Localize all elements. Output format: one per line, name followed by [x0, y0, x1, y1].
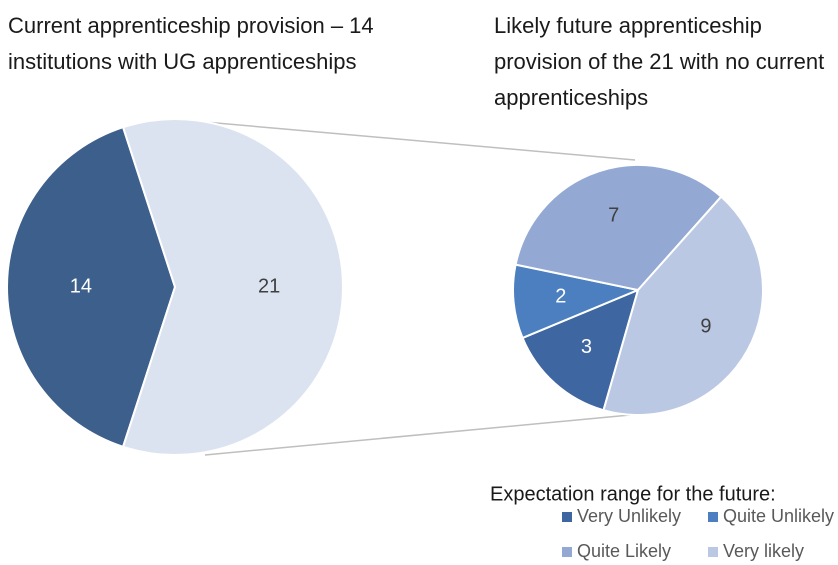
data-label: 14: [70, 275, 92, 297]
legend-label: Very likely: [723, 541, 804, 561]
right-pie-title: Likely future apprenticeship provision o…: [494, 13, 825, 110]
legend-marker: [562, 512, 572, 522]
pie-slice: [602, 195, 764, 416]
data-label: 7: [608, 205, 619, 227]
connector-line: [204, 414, 631, 456]
connector-line: [204, 121, 636, 161]
pie-slice: [514, 164, 723, 292]
legend-label: Very Unlikely: [577, 506, 681, 526]
legend-label: Quite Likely: [577, 541, 671, 561]
legend-marker: [562, 547, 572, 557]
data-label: 9: [700, 316, 711, 338]
data-label: 2: [555, 286, 566, 308]
data-label: 21: [258, 275, 280, 297]
pie-slice: [6, 125, 177, 449]
legend-marker: [708, 547, 718, 557]
legend-label: Quite Unlikely: [723, 506, 834, 526]
data-label: 3: [581, 336, 592, 358]
pie-slice: [521, 288, 640, 412]
pie-slice: [121, 118, 344, 456]
legend-title: Expectation range for the future:: [490, 483, 776, 505]
left-pie-title: Current apprenticeship provision – 14 in…: [8, 13, 374, 74]
legend-marker: [708, 512, 718, 522]
pie-slice: [512, 263, 642, 340]
